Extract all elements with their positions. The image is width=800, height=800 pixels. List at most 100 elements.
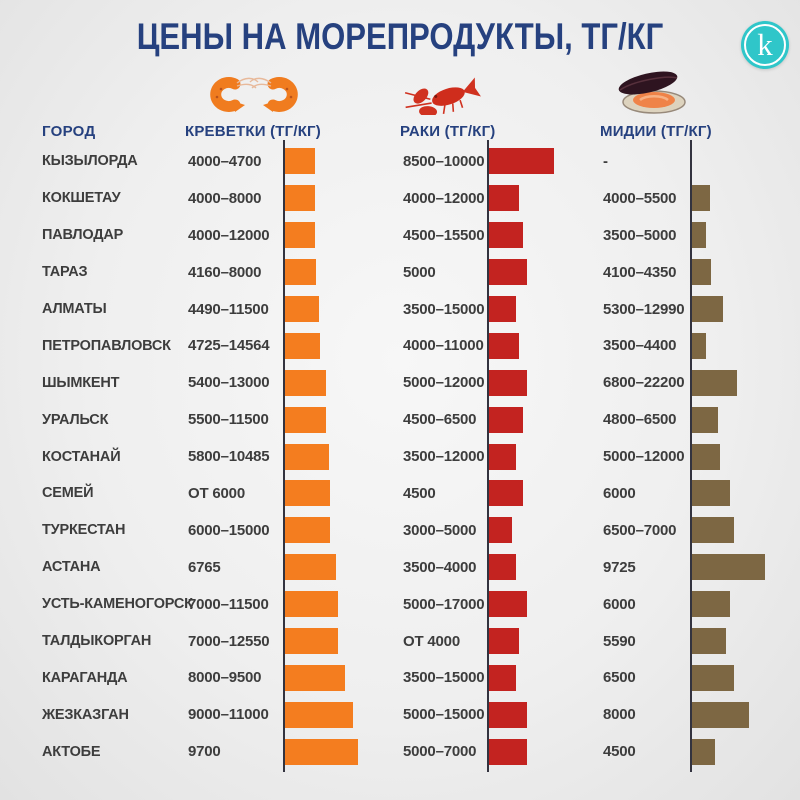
crayfish-bar-cell bbox=[487, 623, 600, 660]
shrimp-bar bbox=[285, 664, 345, 691]
crayfish-bar bbox=[489, 701, 527, 728]
mussel-bar-cell bbox=[690, 659, 790, 696]
table-header: ГОРОД bbox=[40, 71, 790, 142]
crayfish-bar bbox=[489, 554, 516, 581]
mussel-price-range: 6000 bbox=[603, 484, 636, 502]
crayfish-price-range: 5000–7000 bbox=[403, 743, 477, 761]
crayfish-bar bbox=[489, 296, 516, 322]
table-body: КЫЗЫЛОРДА 4000–4700 8500–10000 - КОКШЕТА… bbox=[40, 140, 790, 773]
axis-line-crayfish bbox=[487, 140, 489, 773]
crayfish-price-range: ОТ 4000 bbox=[403, 632, 460, 650]
crayfish-price-range: 3500–4000 bbox=[403, 558, 477, 576]
crayfish-bar-cell bbox=[487, 733, 600, 770]
shrimp-price-range: 9700 bbox=[188, 743, 221, 761]
crayfish-bar-cell bbox=[487, 180, 600, 217]
city-name: КОКШЕТАУ bbox=[42, 190, 121, 207]
table-row: ТУРКЕСТАН 6000–15000 3000–5000 6500–7000 bbox=[40, 512, 790, 549]
table-row: ПАВЛОДАР 4000–12000 4500–15500 3500–5000 bbox=[40, 217, 790, 254]
table-row: ТАЛДЫКОРГАН 7000–12550 ОТ 4000 5590 bbox=[40, 623, 790, 660]
crayfish-bar bbox=[489, 480, 524, 507]
price-table: ГОРОД bbox=[40, 71, 790, 773]
crayfish-bar-cell bbox=[487, 549, 600, 586]
mussel-bar-cell bbox=[690, 180, 790, 217]
table-row: КЫЗЫЛОРДА 4000–4700 8500–10000 - bbox=[40, 143, 790, 180]
mussel-icon bbox=[608, 71, 698, 120]
table-row: АСТАНА 6765 3500–4000 9725 bbox=[40, 549, 790, 586]
crayfish-bar-cell bbox=[487, 364, 600, 401]
shrimp-bar bbox=[285, 701, 353, 728]
shrimp-price-range: 5800–10485 bbox=[188, 448, 270, 466]
mussel-price-range: 4800–6500 bbox=[603, 411, 677, 429]
mussel-bar-cell bbox=[690, 438, 790, 475]
table-row: ПЕТРОПАВЛОВСК 4725–14564 4000–11000 3500… bbox=[40, 327, 790, 364]
column-header-crayfish: РАКИ (ТГ/КГ) bbox=[400, 77, 496, 140]
crayfish-icon bbox=[400, 71, 500, 120]
mussel-bar bbox=[692, 738, 716, 765]
table-row: ШЫМКЕНТ 5400–13000 5000–12000 6800–22200 bbox=[40, 364, 790, 401]
mussel-bar bbox=[692, 332, 706, 359]
shrimp-price-range: ОТ 6000 bbox=[188, 484, 245, 502]
crayfish-price-range: 3500–15000 bbox=[403, 669, 485, 687]
shrimp-bar bbox=[285, 185, 315, 212]
crayfish-price-range: 5000–15000 bbox=[403, 706, 485, 724]
column-header-mussel-label: МИДИИ (ТГ/КГ) bbox=[600, 123, 712, 140]
table-row: КОСТАНАЙ 5800–10485 3500–12000 5000–1200… bbox=[40, 438, 790, 475]
crayfish-bar-cell bbox=[487, 512, 600, 549]
shrimp-bar-cell bbox=[283, 143, 400, 180]
city-name: АКТОБЕ bbox=[42, 743, 101, 760]
crayfish-bar bbox=[489, 738, 527, 765]
crayfish-bar bbox=[489, 628, 520, 655]
city-name: ТУРКЕСТАН bbox=[42, 522, 126, 539]
crayfish-bar bbox=[489, 591, 527, 618]
shrimp-bar bbox=[285, 554, 336, 581]
city-name: ПАВЛОДАР bbox=[42, 227, 124, 244]
mussel-price-range: 4500 bbox=[603, 743, 636, 761]
mussel-bar-cell bbox=[690, 512, 790, 549]
mussel-bar bbox=[692, 406, 719, 433]
shrimp-price-range: 7000–11500 bbox=[188, 595, 269, 613]
table-row: КАРАГАНДА 8000–9500 3500–15000 6500 bbox=[40, 659, 790, 696]
crayfish-bar bbox=[489, 148, 554, 175]
shrimp-price-range: 5500–11500 bbox=[188, 411, 269, 429]
mussel-bar bbox=[692, 517, 735, 544]
mussel-price-range: 9725 bbox=[603, 558, 636, 576]
shrimp-bar bbox=[285, 443, 329, 470]
shrimp-bar bbox=[285, 369, 326, 396]
mussel-bar bbox=[692, 222, 706, 249]
shrimp-icon bbox=[195, 75, 313, 120]
table-row: СЕМЕЙ ОТ 6000 4500 6000 bbox=[40, 475, 790, 512]
shrimp-bar-cell bbox=[283, 327, 400, 364]
mussel-bar-cell bbox=[690, 254, 790, 291]
city-name: ПЕТРОПАВЛОВСК bbox=[42, 337, 171, 354]
shrimp-bar-cell bbox=[283, 217, 400, 254]
mussel-bar-cell bbox=[690, 696, 790, 733]
shrimp-bar-cell bbox=[283, 512, 400, 549]
mussel-price-range: 5000–12000 bbox=[603, 448, 685, 466]
shrimp-bar bbox=[285, 332, 321, 359]
crayfish-price-range: 3500–15000 bbox=[403, 300, 485, 318]
mussel-bar bbox=[692, 296, 723, 322]
table-row: УСТЬ-КАМЕНОГОРСК 7000–11500 5000–17000 6… bbox=[40, 586, 790, 623]
mussel-price-range: 5590 bbox=[603, 632, 636, 650]
axis-line-mussel bbox=[690, 140, 692, 773]
mussel-bar-cell bbox=[690, 733, 790, 770]
shrimp-bar-cell bbox=[283, 733, 400, 770]
crayfish-bar bbox=[489, 369, 527, 396]
crayfish-price-range: 5000–12000 bbox=[403, 374, 485, 392]
table-row: УРАЛЬСК 5500–11500 4500–6500 4800–6500 bbox=[40, 401, 790, 438]
crayfish-price-range: 4000–12000 bbox=[403, 189, 485, 207]
mussel-bar bbox=[692, 701, 749, 728]
city-name: ТАЛДЫКОРГАН bbox=[42, 633, 152, 650]
mussel-bar-cell bbox=[690, 586, 790, 623]
shrimp-price-range: 8000–9500 bbox=[188, 669, 262, 687]
shrimp-bar-cell bbox=[283, 549, 400, 586]
mussel-price-range: 6000 bbox=[603, 595, 636, 613]
shrimp-price-range: 4160–8000 bbox=[188, 263, 262, 281]
mussel-price-range: 3500–5000 bbox=[603, 226, 677, 244]
shrimp-bar-cell bbox=[283, 475, 400, 512]
mussel-bar-cell bbox=[690, 291, 790, 328]
crayfish-bar-cell bbox=[487, 438, 600, 475]
city-name: СЕМЕЙ bbox=[42, 485, 94, 502]
shrimp-bar-cell bbox=[283, 696, 400, 733]
